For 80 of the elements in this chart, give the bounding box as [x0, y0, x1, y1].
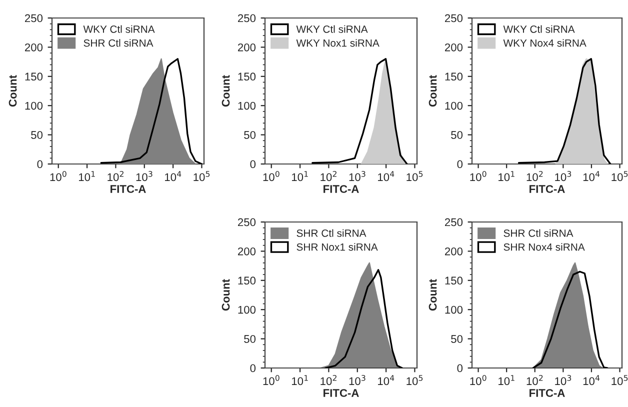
x-tick-label: 10$^{2}$ — [526, 374, 543, 386]
x-tick-label: 10$^{3}$ — [136, 170, 152, 182]
y-tick-label: 150 — [238, 276, 256, 285]
x-tick-label: 10$^{5}$ — [194, 171, 210, 182]
legend-label: SHR Nox1 siRNA — [296, 243, 378, 251]
y-tick-label: 0 — [250, 364, 256, 372]
x-tick-label: 10$^{3}$ — [349, 374, 366, 386]
y-axis-title: Count — [428, 75, 437, 107]
y-tick-label: 100 — [445, 306, 463, 314]
y-tick-label: 50 — [451, 131, 463, 139]
x-tick-label: 10$^{3}$ — [349, 170, 366, 182]
x-tick-label: 10$^{3}$ — [555, 374, 572, 386]
y-tick-label: 100 — [445, 102, 463, 110]
y-tick-label: 250 — [238, 218, 256, 226]
x-tick-label: 10$^{0}$ — [263, 374, 280, 386]
legend-label: WKY Nox1 siRNA — [296, 39, 380, 47]
x-tick-label: 10$^{4}$ — [583, 171, 600, 182]
x-axis-title: FITC-A — [110, 185, 146, 193]
x-tick-label: 10$^{0}$ — [470, 374, 486, 386]
y-tick-label: 100 — [25, 102, 43, 110]
y-tick-label: 250 — [238, 14, 256, 22]
x-tick-label: 10$^{2}$ — [320, 374, 336, 386]
legend-label: WKY Ctl siRNA — [503, 25, 575, 33]
y-tick-label: 250 — [444, 14, 463, 22]
x-tick-label: 10$^{5}$ — [612, 171, 628, 182]
x-tick-label: 10$^{2}$ — [108, 170, 124, 182]
x-tick-label: 10$^{1}$ — [498, 375, 514, 386]
x-tick-label: 10$^{4}$ — [378, 171, 394, 182]
y-axis-title: Count — [428, 279, 437, 311]
x-tick-label: 10$^{0}$ — [263, 170, 280, 182]
y-tick-label: 50 — [31, 131, 43, 139]
x-tick-label: 10$^{5}$ — [612, 375, 628, 386]
x-tick-label: 10$^{1}$ — [292, 375, 308, 386]
x-axis-title: FITC-A — [324, 389, 359, 397]
y-tick-label: 0 — [37, 160, 43, 168]
x-tick-label: 10$^{2}$ — [320, 170, 336, 182]
x-tick-label: 10$^{0}$ — [470, 170, 486, 182]
y-tick-label: 0 — [250, 160, 256, 168]
y-tick-label: 200 — [444, 43, 463, 52]
y-tick-label: 150 — [445, 276, 463, 285]
y-tick-label: 250 — [24, 14, 43, 22]
legend-label: SHR Ctl siRNA — [84, 39, 154, 47]
x-tick-label: 10$^{4}$ — [583, 375, 600, 386]
x-tick-label: 10$^{1}$ — [78, 171, 95, 182]
y-axis-title: Count — [222, 75, 230, 107]
x-tick-label: 10$^{0}$ — [50, 170, 66, 182]
legend-label: SHR Ctl siRNA — [296, 229, 366, 237]
x-tick-label: 10$^{5}$ — [406, 375, 423, 386]
x-tick-label: 10$^{5}$ — [406, 171, 423, 182]
x-tick-label: 10$^{3}$ — [555, 170, 572, 182]
legend-label: SHR Nox4 siRNA — [504, 243, 585, 251]
x-axis-title: FITC-A — [530, 389, 565, 397]
y-tick-label: 200 — [238, 43, 256, 52]
x-axis-title: FITC-A — [530, 185, 565, 193]
legend-label: WKY Nox4 siRNA — [503, 39, 586, 47]
x-axis-title: FITC-A — [324, 185, 359, 193]
x-tick-label: 10$^{1}$ — [292, 171, 308, 182]
legend-label: WKY Ctl siRNA — [83, 25, 155, 33]
y-tick-label: 200 — [238, 247, 256, 256]
x-tick-label: 10$^{4}$ — [165, 171, 182, 182]
legend-label: SHR Ctl siRNA — [504, 229, 574, 237]
y-tick-label: 100 — [238, 306, 256, 314]
x-tick-label: 10$^{4}$ — [378, 375, 394, 386]
y-tick-label: 150 — [445, 72, 463, 81]
y-tick-label: 100 — [238, 102, 256, 110]
y-tick-label: 150 — [238, 72, 256, 81]
x-tick-label: 10$^{2}$ — [526, 170, 543, 182]
y-tick-label: 50 — [244, 335, 256, 343]
y-tick-label: 50 — [244, 131, 256, 139]
y-tick-label: 50 — [451, 335, 463, 343]
y-axis-title: Count — [222, 279, 230, 311]
x-tick-label: 10$^{1}$ — [498, 171, 514, 182]
y-tick-label: 0 — [457, 364, 463, 372]
y-tick-label: 150 — [25, 72, 43, 81]
legend-label: WKY Ctl siRNA — [296, 25, 368, 33]
y-tick-label: 250 — [444, 218, 463, 226]
y-tick-label: 200 — [24, 43, 43, 52]
y-tick-label: 200 — [444, 247, 463, 256]
y-tick-label: 0 — [457, 160, 463, 168]
y-axis-title: Count — [8, 75, 17, 107]
